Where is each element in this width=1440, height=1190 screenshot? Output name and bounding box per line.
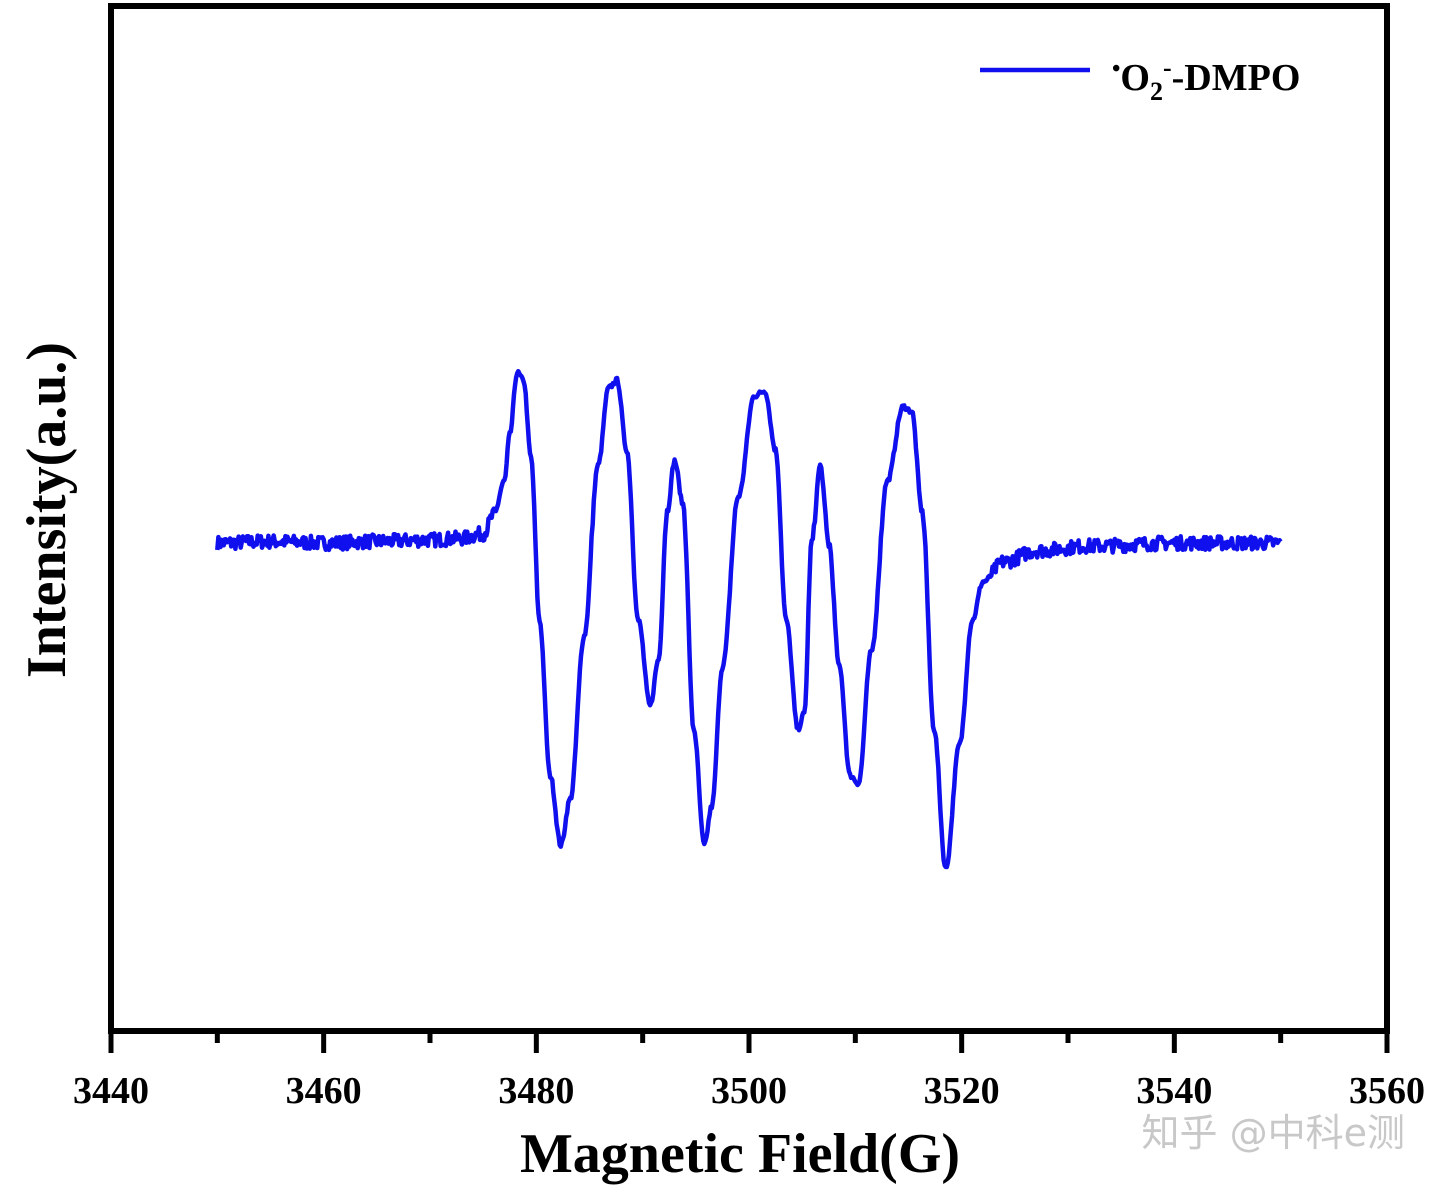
x-tick-label: 3520 [924,1070,1000,1112]
x-tick-label: 3460 [286,1070,362,1112]
x-axis-tick-labels: 3440 3460 3480 3500 3520 3540 3560 [73,1070,1425,1112]
x-tick-label: 3500 [711,1070,787,1112]
legend-superscript: - [1163,53,1172,82]
series-line [215,368,1283,870]
x-tick-label: 3560 [1349,1070,1425,1112]
plot-frame [108,3,1390,1034]
legend-subscript: 2 [1150,77,1163,106]
legend: •O2--DMPO [980,53,1300,106]
y-axis-title: Intensity(a.u.) [16,342,78,678]
x-axis-ticks [108,1031,1390,1053]
legend-main: O [1120,57,1150,99]
x-tick-label: 3480 [498,1070,574,1112]
x-tick-label: 3540 [1136,1070,1212,1112]
legend-suffix: -DMPO [1172,57,1301,99]
watermark: 知乎 @中科e测 [1142,1111,1405,1155]
x-tick-label: 3440 [73,1070,149,1112]
x-axis-title: Magnetic Field(G) [520,1123,960,1185]
legend-dot: • [1112,56,1120,82]
legend-label: •O2--DMPO [1112,53,1300,106]
